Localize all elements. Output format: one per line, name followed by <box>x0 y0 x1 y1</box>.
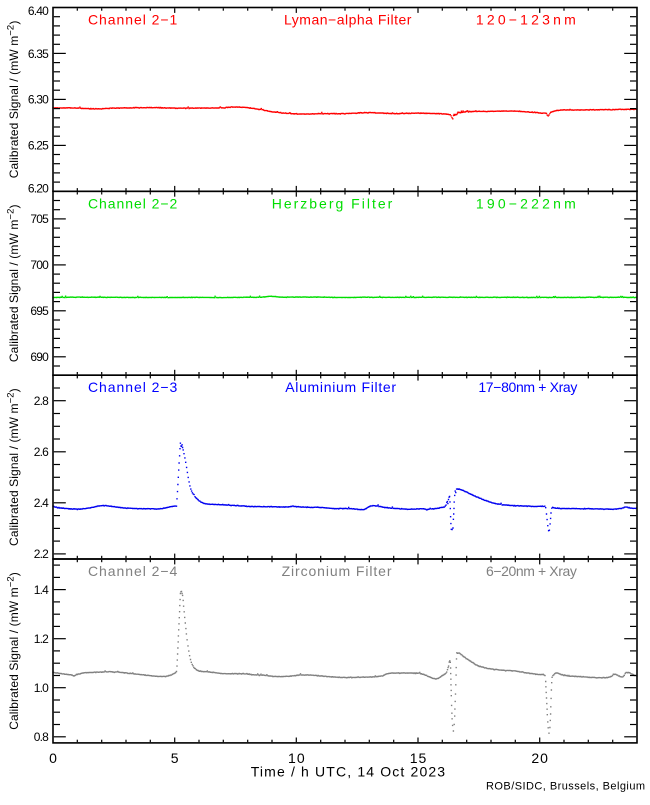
svg-text:10: 10 <box>288 750 306 766</box>
svg-text:15: 15 <box>410 750 428 766</box>
svg-text:Channel 2−4: Channel 2−4 <box>88 563 178 579</box>
svg-text:6.20: 6.20 <box>28 181 49 195</box>
svg-text:Calibrated Signal / (mW m−2): Calibrated Signal / (mW m−2) <box>6 204 22 362</box>
svg-text:Herzberg Filter: Herzberg Filter <box>272 196 395 212</box>
svg-text:6−20nm + Xray: 6−20nm + Xray <box>486 563 577 579</box>
svg-text:0: 0 <box>49 750 58 766</box>
svg-text:2.8: 2.8 <box>34 394 49 408</box>
svg-text:20: 20 <box>531 750 549 766</box>
svg-text:Channel 2−3: Channel 2−3 <box>88 379 178 395</box>
svg-text:1.2: 1.2 <box>34 632 49 646</box>
svg-text:6.30: 6.30 <box>28 93 49 107</box>
svg-text:2.4: 2.4 <box>34 496 49 510</box>
svg-text:690: 690 <box>30 350 49 364</box>
svg-text:Channel 2−1: Channel 2−1 <box>88 12 178 28</box>
svg-text:2.6: 2.6 <box>34 445 49 459</box>
svg-text:2.2: 2.2 <box>34 547 49 561</box>
svg-text:1.4: 1.4 <box>34 583 49 597</box>
svg-text:1.0: 1.0 <box>34 681 49 695</box>
svg-text:700: 700 <box>30 258 49 272</box>
svg-text:5: 5 <box>171 750 180 766</box>
svg-text:190−222nm: 190−222nm <box>476 196 579 212</box>
svg-text:Calibrated Signal / (mW m−2): Calibrated Signal / (mW m−2) <box>6 572 22 730</box>
svg-text:Channel 2−2: Channel 2−2 <box>88 196 178 212</box>
svg-text:705: 705 <box>30 212 49 226</box>
svg-text:Aluminium Filter: Aluminium Filter <box>285 379 397 395</box>
svg-text:Zirconium Filter: Zirconium Filter <box>282 563 393 579</box>
svg-text:0.8: 0.8 <box>34 730 49 744</box>
svg-text:Lyman−alpha Filter: Lyman−alpha Filter <box>284 12 412 28</box>
svg-text:6.35: 6.35 <box>28 47 49 61</box>
svg-text:6.25: 6.25 <box>28 139 49 153</box>
svg-text:Time / h UTC, 14 Oct 2023: Time / h UTC, 14 Oct 2023 <box>251 764 447 780</box>
svg-text:120−123nm: 120−123nm <box>476 12 579 28</box>
svg-text:Calibrated Signal / (mW m−2): Calibrated Signal / (mW m−2) <box>6 388 22 546</box>
svg-text:17−80nm + Xray: 17−80nm + Xray <box>478 379 577 395</box>
svg-text:ROB/SIDC, Brussels, Belgium: ROB/SIDC, Brussels, Belgium <box>486 781 645 793</box>
svg-text:Calibrated Signal / (mW m−2): Calibrated Signal / (mW m−2) <box>6 21 22 179</box>
svg-text:695: 695 <box>30 304 49 318</box>
svg-text:6.40: 6.40 <box>28 4 49 18</box>
